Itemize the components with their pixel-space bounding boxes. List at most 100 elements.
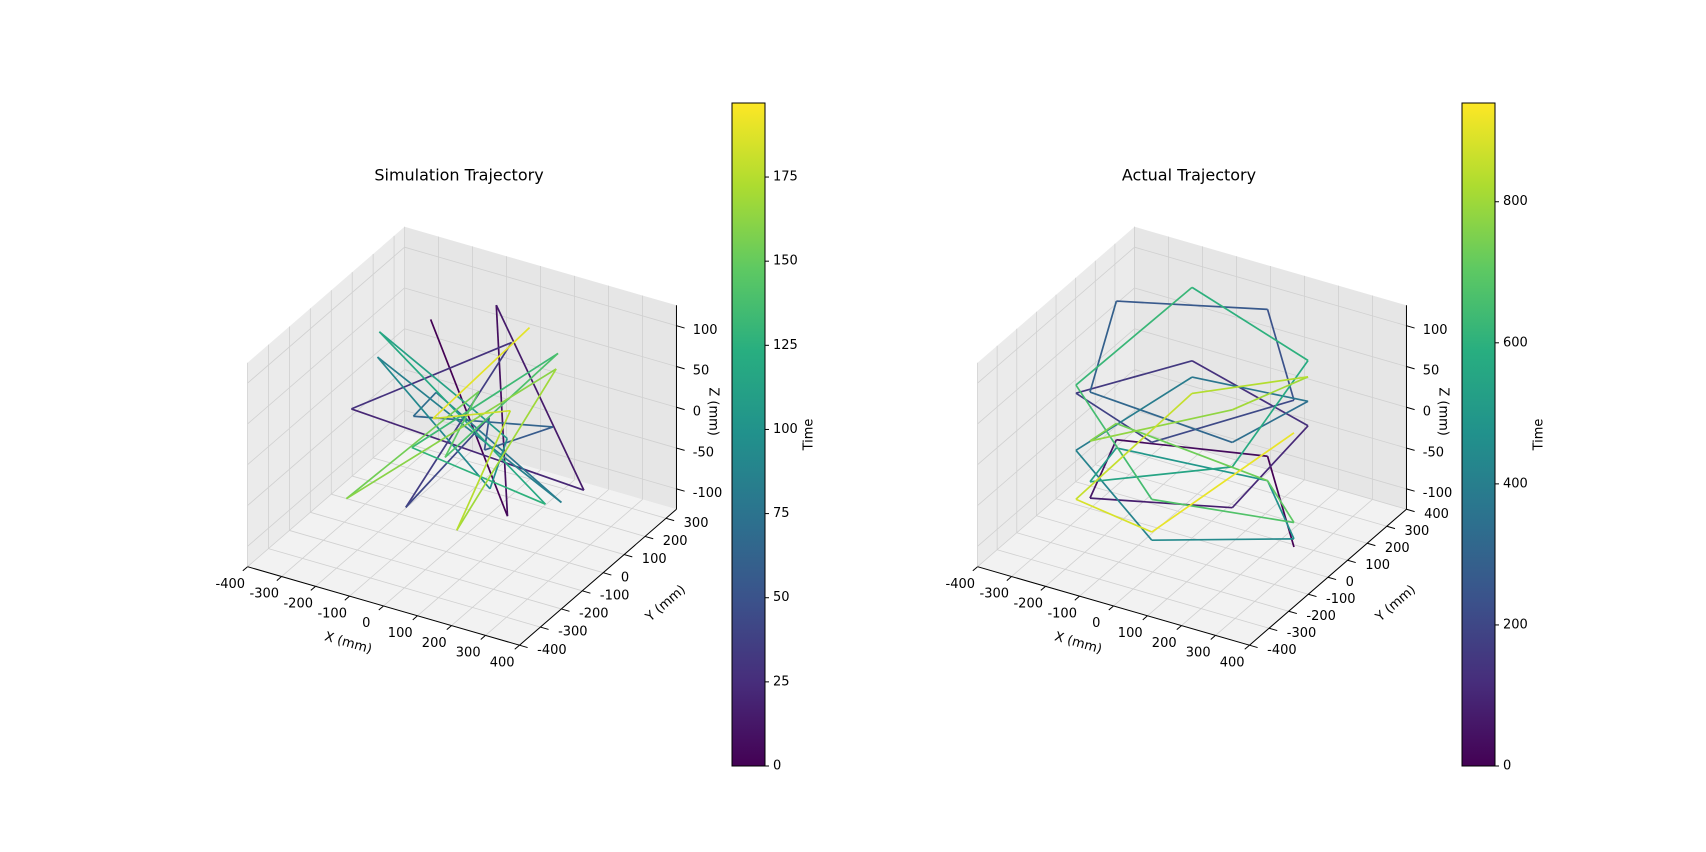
grid-line [977,369,1135,506]
x-tick-label: 100 [1118,626,1143,641]
tick-mark [1367,542,1376,547]
y-tick-label: -400 [1267,643,1297,658]
trajectory-segment [376,356,491,490]
colorbar-label: Time [802,419,817,452]
trajectory-segment [1191,376,1309,403]
grid-line [417,479,575,617]
trajectory-segment [1191,375,1309,395]
tick-mark [1347,559,1356,564]
grid-line [451,489,609,626]
colorbar-label: Time [1532,419,1547,452]
colorbar-tick-label: 125 [773,338,798,353]
y-axis-line [1249,508,1407,646]
grid-line [404,328,677,408]
tick-mark [644,535,654,540]
trajectory-segment [1089,408,1233,442]
y-tick-label: 400 [1424,507,1449,522]
x-tick-label: 0 [1092,616,1100,631]
grid-line [1016,532,1289,612]
grid-line [1036,515,1309,595]
trajectory-segment [1089,439,1118,499]
trajectory-segment [1089,497,1233,509]
trajectory-segment [435,391,562,504]
x-tick-label: 100 [388,626,413,641]
grid-line [268,548,541,628]
colorbar-tick-label: 400 [1503,476,1528,491]
x-axis-label: X (mm) [323,629,374,657]
tick-mark [1406,406,1415,411]
trajectory-segment [1151,432,1295,533]
tick-mark [480,635,486,640]
tick-mark [412,615,418,621]
tick-mark [1406,366,1415,370]
trajectory-segment [455,410,512,531]
grid-line [247,410,405,547]
tick-mark [514,644,520,650]
y-tick-label: 0 [621,570,629,585]
tick-mark [676,325,685,329]
y-tick-label: 100 [1365,558,1390,573]
grid-line [247,430,405,568]
tick-mark [1108,605,1114,611]
x-tick-label: 0 [362,616,370,631]
trajectory-segment [1231,400,1309,444]
tick-mark [1386,525,1396,530]
tick-mark [1327,576,1337,581]
trajectory-segment [1266,480,1295,523]
tick-mark [603,572,612,576]
y-tick-label: 100 [642,552,667,567]
grid-line [1055,498,1329,578]
trajectory-segment [1075,392,1193,500]
x-tick-label: 400 [490,655,515,670]
grid-line [383,469,541,607]
grid-line [281,440,439,577]
tick-mark [972,566,978,572]
tick-mark [446,625,452,631]
trajectory-segment [1231,425,1309,509]
y-tick-label: 200 [663,534,688,549]
trajectory-segment [1089,300,1118,393]
y-tick-label: -400 [537,643,567,658]
tick-mark [561,608,570,612]
y-tick-label: 0 [1346,575,1354,590]
grid-line [310,511,583,592]
z-tick-label: 0 [1423,404,1431,419]
trajectory-segment [1231,376,1309,411]
trajectory-segment [1075,392,1153,444]
trajectory-segment [456,368,557,531]
grid-line [404,246,677,327]
trajectory-segment [484,426,554,451]
y-axis-label: Y (mm) [1372,582,1418,625]
tick-mark [1406,447,1415,451]
trajectory-segment [1075,359,1193,395]
colorbar-tick-label: 0 [1503,759,1511,774]
y-axis-line [519,508,677,646]
grid-line [1134,287,1407,367]
colorbar-tick-label: 150 [773,254,798,269]
x-tick-label: -100 [317,606,347,621]
y-tick-label: -300 [558,625,588,640]
trajectory-segment [351,408,585,492]
trajectory-segment [1089,422,1117,442]
x-tick-label: -400 [216,577,246,592]
grid-line [1075,481,1348,561]
tick-mark [1308,593,1317,598]
x-axis-label: X (mm) [1053,629,1104,657]
tick-mark [676,406,685,411]
grid-line [331,493,604,574]
tick-mark [1040,585,1046,591]
trajectory-segment [1075,286,1193,386]
tick-mark [1074,595,1080,601]
trajectory-segment [412,391,437,417]
y-tick-label: 300 [684,516,709,531]
y-tick-label: 200 [1385,541,1410,556]
trajectory-segment [1266,480,1295,540]
x-tick-label: -300 [980,587,1010,602]
trajectory-segment [1089,466,1233,483]
trajectory-segment [1151,538,1294,542]
grid-line [977,287,1135,425]
x-tick-label: -200 [283,597,313,612]
z-axis-label: Z (mm) [1435,387,1450,436]
y-tick-label: -100 [600,588,630,603]
colorbar-tick-label: 25 [773,674,790,689]
